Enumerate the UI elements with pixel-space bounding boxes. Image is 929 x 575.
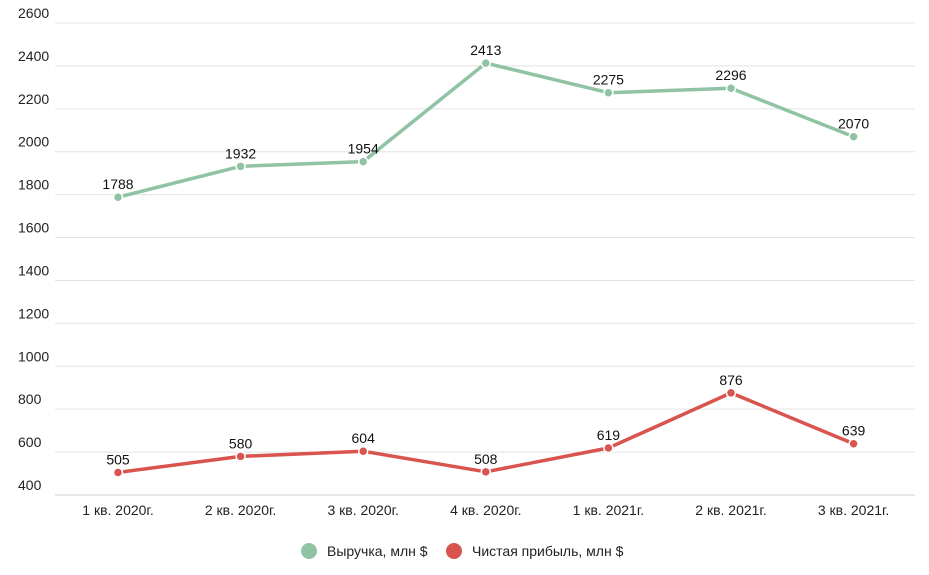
data-point[interactable] (480, 466, 492, 478)
data-label: 1954 (348, 141, 379, 157)
legend-item[interactable]: Чистая прибыль, млн $ (446, 543, 624, 559)
data-point[interactable] (848, 131, 859, 142)
data-point[interactable] (235, 451, 246, 462)
data-point[interactable] (725, 82, 737, 94)
x-tick-label: 1 кв. 2020г. (82, 502, 153, 518)
data-label: 619 (597, 427, 621, 443)
x-tick-label: 4 кв. 2020г. (450, 502, 521, 518)
y-tick-label: 1000 (18, 348, 49, 364)
x-tick-label: 2 кв. 2021г. (695, 502, 766, 518)
series-1: 1788 1932 1954 2413 2275 2296 2070 (102, 42, 869, 203)
data-point[interactable] (235, 161, 246, 172)
legend-marker (446, 543, 462, 559)
x-tick-label: 3 кв. 2021г. (818, 502, 889, 518)
data-label: 508 (474, 451, 498, 467)
data-label: 1932 (225, 145, 256, 161)
series-layer: 1788 1932 1954 2413 2275 2296 2070 505 580 604 508… (102, 42, 869, 478)
data-label: 604 (352, 430, 376, 446)
series-2: 505 580 604 508 619 876 639 (106, 372, 866, 478)
data-point[interactable] (357, 445, 369, 457)
data-point[interactable] (112, 191, 124, 203)
data-label: 876 (719, 372, 743, 388)
y-axis: 400 600 800 1000 1200 1400 1600 1800 2000 2200 240… (18, 5, 49, 493)
y-tick-label: 2200 (18, 91, 49, 107)
data-point[interactable] (725, 387, 737, 399)
legend[interactable]: Выручка, млн $ Чистая прибыль, млн $ (301, 543, 624, 559)
y-tick-label: 600 (18, 434, 42, 450)
y-tick-label: 400 (18, 477, 42, 493)
y-tick-label: 800 (18, 391, 42, 407)
data-point[interactable] (848, 438, 859, 449)
x-tick-label: 2 кв. 2020г. (205, 502, 276, 518)
data-point[interactable] (112, 467, 124, 478)
x-tick-label: 1 кв. 2021г. (573, 502, 644, 518)
x-axis: 1 кв. 2020г. 2 кв. 2020г. 3 кв. 2020г. 4 кв… (55, 494, 915, 518)
data-point[interactable] (603, 87, 614, 98)
x-tick-label: 3 кв. 2020г. (327, 502, 398, 518)
data-label: 2296 (715, 67, 746, 83)
legend-label: Выручка, млн $ (327, 543, 428, 559)
grid-layer (55, 22, 915, 496)
data-label: 580 (229, 435, 253, 451)
data-label: 639 (842, 423, 866, 439)
y-tick-label: 1200 (18, 305, 49, 321)
y-tick-label: 1800 (18, 177, 49, 193)
data-point[interactable] (603, 442, 614, 454)
data-label: 1788 (102, 176, 133, 192)
y-tick-label: 2600 (18, 5, 49, 21)
legend-marker (301, 543, 317, 559)
y-tick-label: 2000 (18, 134, 49, 150)
data-point[interactable] (357, 156, 369, 167)
y-tick-label: 2400 (18, 48, 49, 64)
y-tick-label: 1600 (18, 220, 49, 236)
legend-item[interactable]: Выручка, млн $ (301, 543, 428, 559)
data-point[interactable] (480, 57, 492, 69)
legend-label: Чистая прибыль, млн $ (472, 543, 624, 559)
data-label: 2275 (593, 72, 624, 88)
y-tick-label: 1400 (18, 262, 49, 278)
data-label: 2413 (470, 42, 501, 58)
data-label: 505 (106, 451, 130, 467)
data-label: 2070 (838, 116, 869, 132)
